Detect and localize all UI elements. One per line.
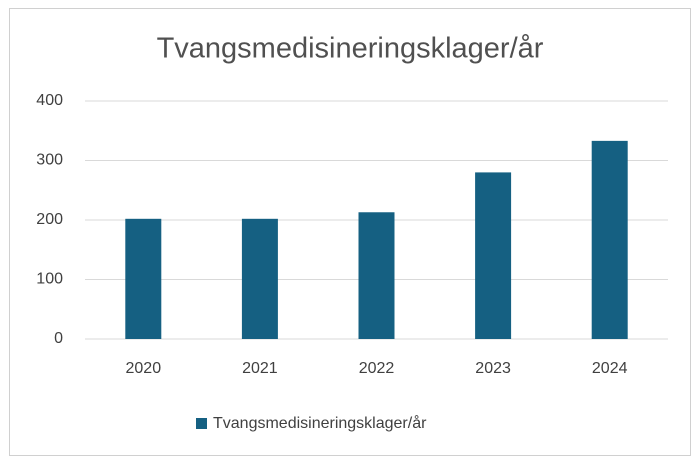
y-tick-label: 200 [36, 211, 63, 228]
x-tick-label: 2021 [242, 360, 278, 377]
chart-title: Tvangsmedisineringsklager/år [157, 33, 544, 65]
bar [358, 212, 395, 339]
x-tick-label: 2022 [359, 360, 395, 377]
bar [241, 218, 278, 339]
x-tick-label: 2024 [592, 360, 628, 377]
x-tick-label: 2023 [475, 360, 511, 377]
bar [125, 218, 162, 339]
y-tick-label: 100 [36, 271, 63, 288]
y-tick-label: 300 [36, 152, 63, 169]
y-tick-label: 0 [54, 330, 63, 347]
chart-border [9, 8, 691, 456]
x-tick-label: 2020 [126, 360, 162, 377]
y-tick-label: 400 [36, 92, 63, 109]
bar [591, 140, 628, 339]
bar [475, 172, 512, 339]
legend-swatch [196, 418, 207, 429]
legend-label: Tvangsmedisineringsklager/år [213, 414, 427, 432]
